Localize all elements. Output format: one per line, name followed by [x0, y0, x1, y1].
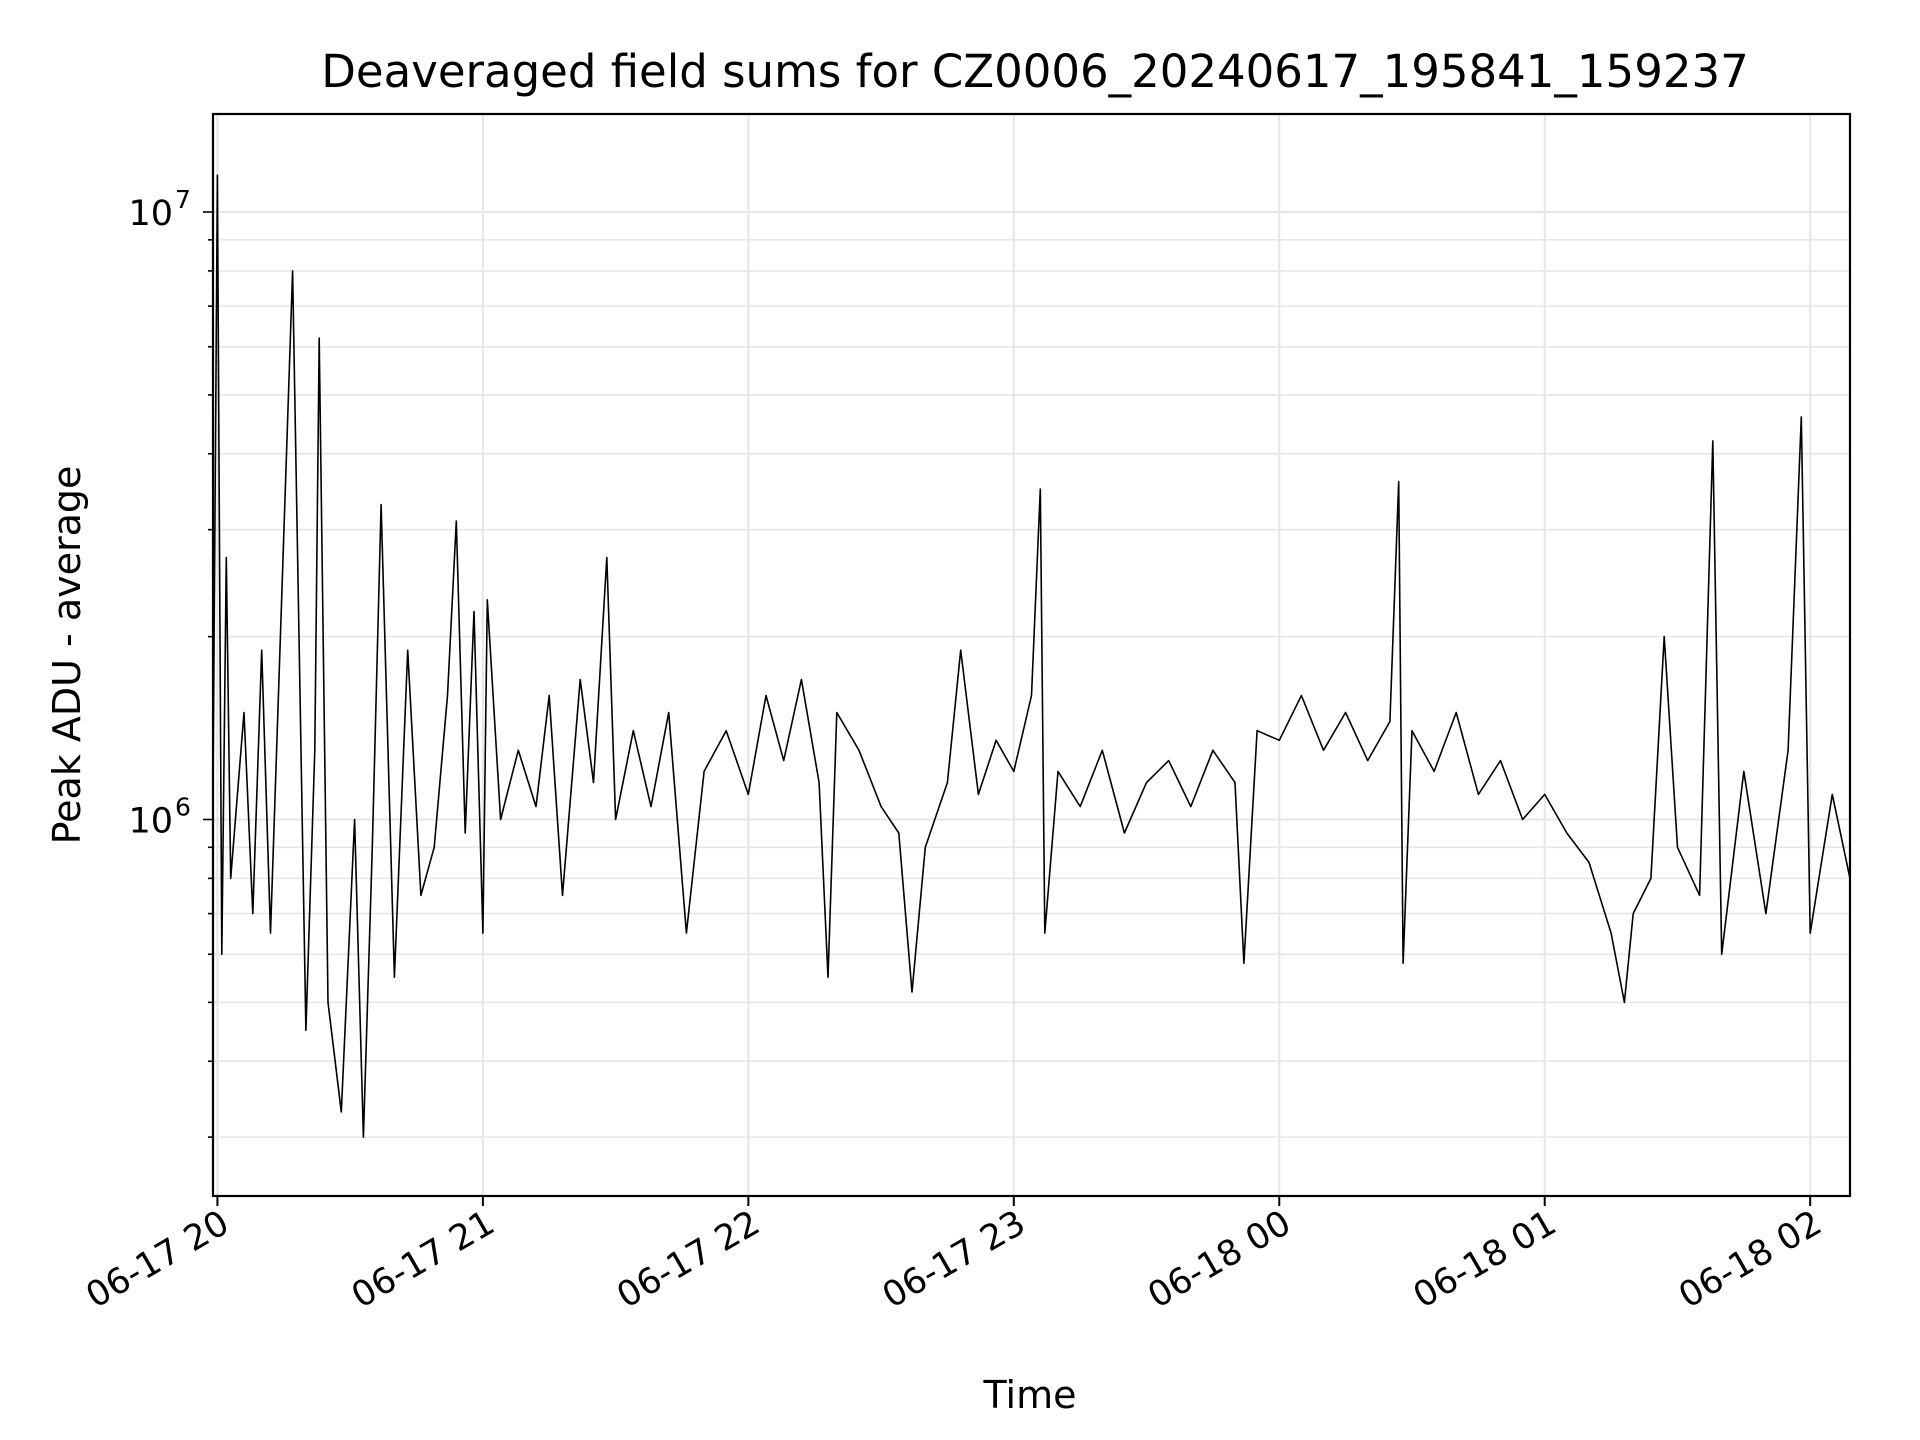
y-tick-exponent: 6	[175, 792, 191, 821]
plot-frame	[211, 112, 1852, 1198]
series-line	[212, 174, 1851, 1138]
y-tick-label: 10	[128, 801, 173, 841]
grid	[213, 114, 1850, 1196]
y-tick-exponent: 7	[175, 185, 191, 214]
chart-title: Deaveraged field sums for CZ0006_2024061…	[321, 45, 1748, 98]
x-axis-label: Time	[983, 1373, 1077, 1417]
plot-series-group	[212, 174, 1851, 1138]
y-axis-label: Peak ADU - average	[45, 466, 89, 845]
y-tick-label: 10	[128, 194, 173, 234]
